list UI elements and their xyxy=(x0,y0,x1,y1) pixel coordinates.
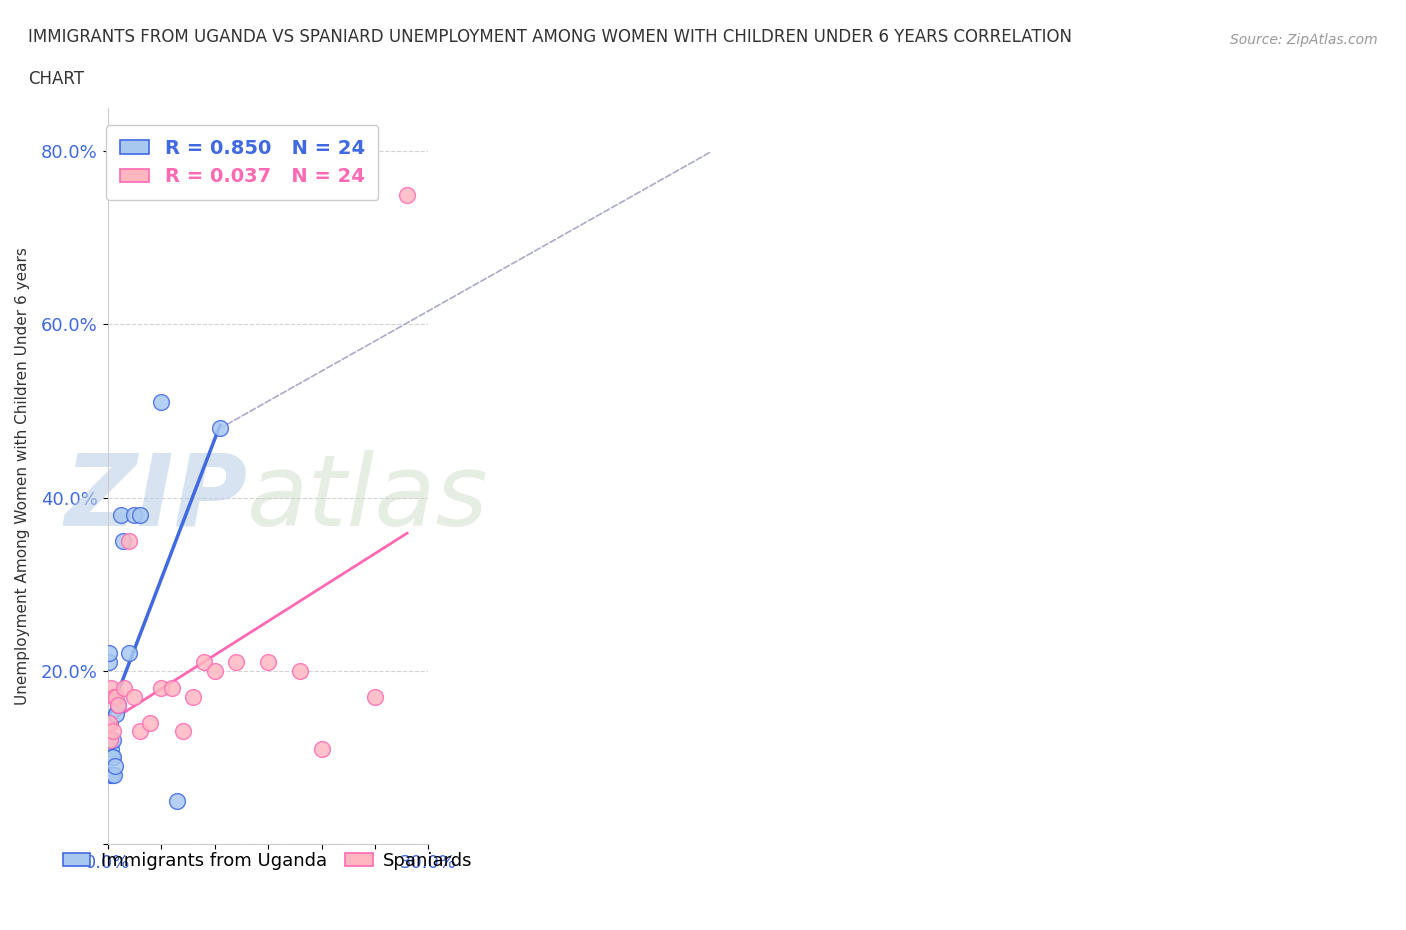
Point xyxy=(118,534,141,549)
Text: CHART: CHART xyxy=(28,70,84,87)
Point xyxy=(104,759,127,774)
Point xyxy=(103,767,125,782)
Point xyxy=(150,681,173,696)
Point xyxy=(160,681,183,696)
Point xyxy=(100,681,122,696)
Point xyxy=(225,655,247,670)
Text: atlas: atlas xyxy=(247,449,489,547)
Point xyxy=(204,663,226,678)
Point xyxy=(97,646,120,661)
Point xyxy=(364,689,387,704)
Point xyxy=(208,421,231,436)
Text: ZIP: ZIP xyxy=(65,449,247,547)
Point xyxy=(101,767,124,782)
Point xyxy=(128,508,150,523)
Point xyxy=(193,655,215,670)
Point xyxy=(181,689,204,704)
Point xyxy=(124,508,146,523)
Point xyxy=(124,689,146,704)
Legend: Immigrants from Uganda, Spaniards: Immigrants from Uganda, Spaniards xyxy=(55,843,482,879)
Y-axis label: Unemployment Among Women with Children Under 6 years: Unemployment Among Women with Children U… xyxy=(15,247,30,705)
Point xyxy=(172,724,194,738)
Text: IMMIGRANTS FROM UGANDA VS SPANIARD UNEMPLOYMENT AMONG WOMEN WITH CHILDREN UNDER : IMMIGRANTS FROM UGANDA VS SPANIARD UNEMP… xyxy=(28,28,1073,46)
Point xyxy=(105,689,128,704)
Point xyxy=(103,689,125,704)
Point xyxy=(128,724,150,738)
Point xyxy=(98,733,121,748)
Point xyxy=(139,715,162,730)
Point xyxy=(396,187,419,202)
Point xyxy=(101,750,124,764)
Point xyxy=(101,724,124,738)
Point xyxy=(111,534,134,549)
Point xyxy=(97,655,120,670)
Point xyxy=(97,715,120,730)
Point xyxy=(98,750,121,764)
Point xyxy=(98,733,121,748)
Point xyxy=(112,681,135,696)
Point xyxy=(101,750,124,764)
Point xyxy=(110,508,132,523)
Point xyxy=(288,663,311,678)
Point xyxy=(100,767,122,782)
Point xyxy=(100,741,122,756)
Point xyxy=(107,698,129,712)
Point xyxy=(100,750,122,764)
Point xyxy=(105,707,128,722)
Point xyxy=(118,646,141,661)
Point xyxy=(150,395,173,410)
Point xyxy=(101,733,124,748)
Point xyxy=(166,793,188,808)
Text: Source: ZipAtlas.com: Source: ZipAtlas.com xyxy=(1230,33,1378,46)
Point xyxy=(107,698,129,712)
Point xyxy=(98,715,121,730)
Point xyxy=(311,741,333,756)
Point xyxy=(257,655,280,670)
